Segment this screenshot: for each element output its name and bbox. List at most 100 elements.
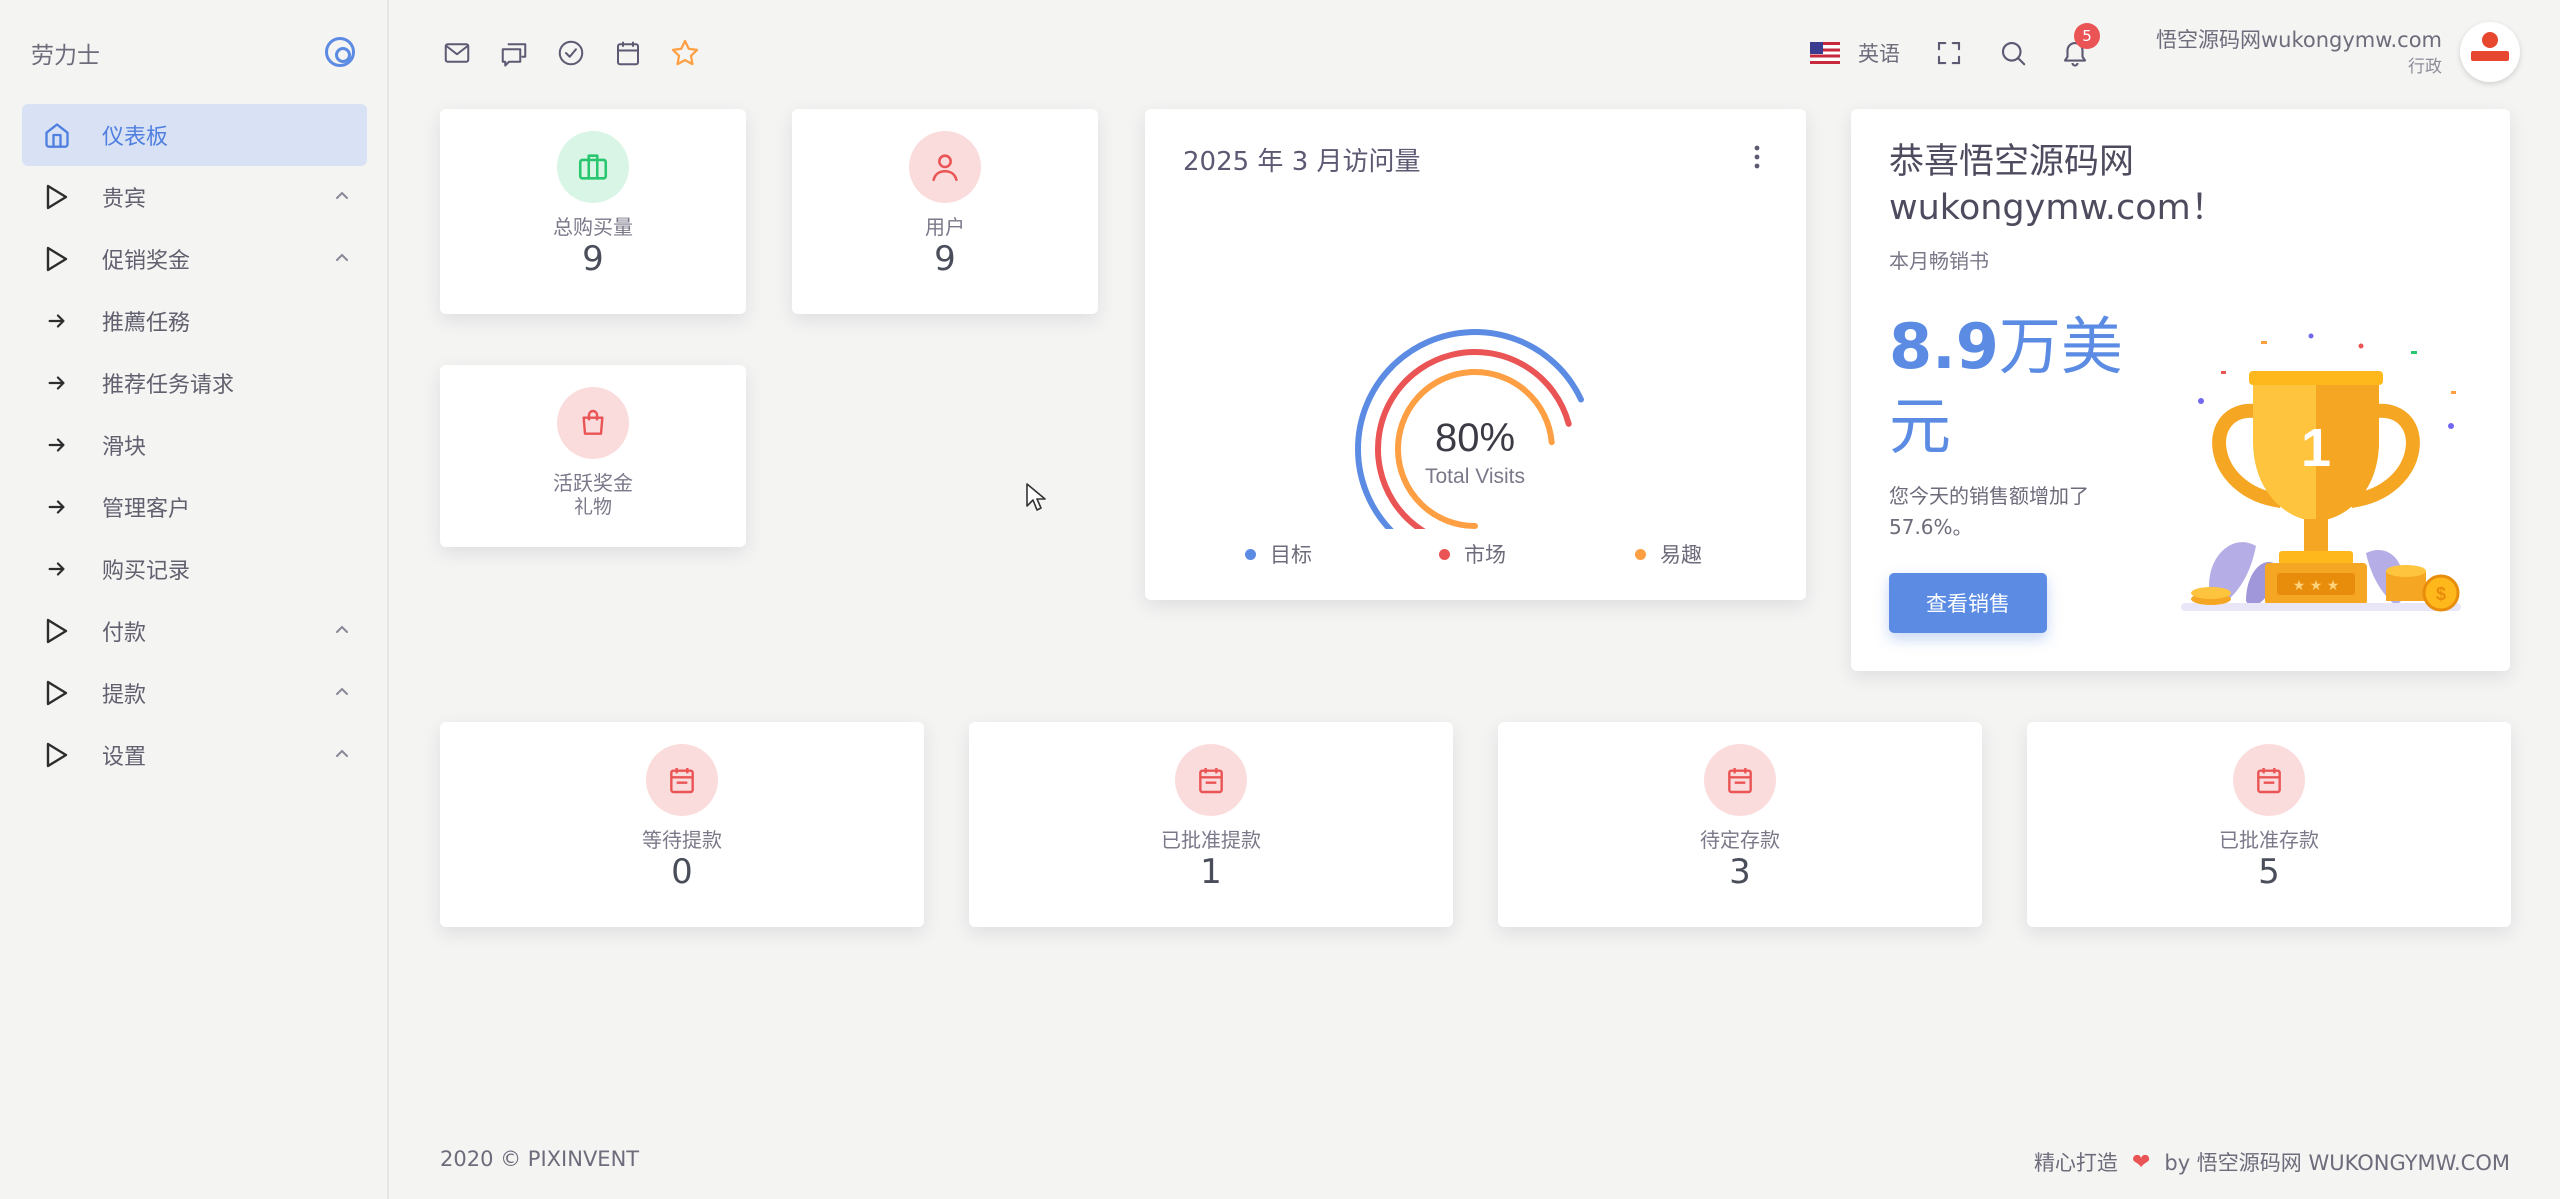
star-icon[interactable] — [668, 36, 702, 70]
chevron-up-icon — [336, 625, 348, 633]
language-selector[interactable]: 英语 — [1810, 38, 1900, 68]
footer-credit-suffix: by 悟空源码网 WUKONGYMW.COM — [2164, 1151, 2510, 1175]
stat-label: 待定存款 — [1700, 828, 1780, 852]
sidebar-item-withdrawal[interactable]: 提款 — [22, 662, 367, 724]
legend-label: 市场 — [1464, 543, 1506, 567]
heart-icon: ❤ — [2131, 1149, 2151, 1175]
chevron-up-icon — [336, 191, 348, 199]
stat-icon-bg — [909, 131, 981, 203]
stat-card-approved-deposits: 已批准存款 5 — [2027, 722, 2511, 927]
sidebar-item-slider[interactable]: 滑块 — [22, 414, 367, 476]
stat-card-active-bonus: 活跃奖金 礼物 — [440, 365, 746, 547]
calendar-icon — [670, 768, 694, 794]
sales-amount-number: 8.9 — [1889, 310, 1999, 383]
notification-badge: 5 — [2074, 23, 2100, 49]
radial-bar-0 — [1355, 329, 1585, 529]
congrats-subtitle: 本月畅销书 — [1889, 249, 1989, 273]
sales-amount: 8.9万美元 — [1889, 307, 2169, 467]
congrats-card: 恭喜悟空源码网 wukongymw.com！ 本月畅销书 8.9万美元 您今天的… — [1851, 109, 2510, 671]
congrats-title-line2: wukongymw.com！ — [1889, 188, 2226, 228]
stat-value: 9 — [582, 239, 604, 279]
sidebar-item-payment[interactable]: 付款 — [22, 600, 367, 662]
mail-icon[interactable] — [440, 36, 474, 70]
trophy-illustration: 1 ★ ★ ★ $ — [2181, 333, 2461, 612]
user-name[interactable]: 悟空源码网wukongymw.com — [2155, 28, 2442, 52]
svg-text:$: $ — [2436, 584, 2446, 604]
legend-item-ebay: 易趣 — [1635, 539, 1702, 569]
stat-icon-bg — [1175, 744, 1247, 816]
view-sales-button[interactable]: 查看销售 — [1889, 573, 2047, 633]
sidebar-item-dashboard[interactable]: 仪表板 — [22, 104, 367, 166]
check-circle-icon[interactable] — [554, 36, 588, 70]
stat-card-approved-withdrawals: 已批准提款 1 — [969, 722, 1453, 927]
sidebar-item-manage-customers[interactable]: 管理客户 — [22, 476, 367, 538]
arrow-right-icon — [42, 492, 72, 522]
sidebar: 劳力士 仪表板 贵宾 促销奖金 推薦任務 — [0, 0, 389, 1199]
sidebar-item-referral-tasks[interactable]: 推薦任務 — [22, 290, 367, 352]
sidebar-item-label: 贵宾 — [102, 187, 147, 212]
fullscreen-icon[interactable] — [1932, 36, 1966, 70]
legend-label: 易趣 — [1660, 543, 1702, 567]
stat-value: 9 — [934, 239, 956, 279]
sidebar-item-promo-bonus[interactable]: 促销奖金 — [22, 228, 367, 290]
arrow-right-icon — [42, 430, 72, 460]
chevron-up-icon — [336, 687, 348, 695]
stat-label: 已批准存款 — [2219, 828, 2319, 852]
calendar-icon[interactable] — [611, 36, 645, 70]
congrats-title-line1: 恭喜悟空源码网 — [1889, 142, 2135, 182]
calendar-icon — [1199, 768, 1223, 794]
search-icon[interactable] — [1996, 36, 2030, 70]
chart-title: 2025 年 3 月访问量 — [1183, 147, 1421, 177]
chevron-up-icon — [336, 749, 348, 757]
sidebar-nav: 仪表板 贵宾 促销奖金 推薦任務 推荐任务请求 — [22, 104, 367, 786]
home-icon — [42, 120, 72, 150]
svg-text:★ ★ ★: ★ ★ ★ — [2293, 578, 2340, 594]
sidebar-item-vip[interactable]: 贵宾 — [22, 166, 367, 228]
sidebar-item-label: 仪表板 — [102, 125, 169, 150]
sidebar-toggle-icon[interactable] — [325, 37, 355, 67]
stat-label: 等待提款 — [642, 828, 722, 852]
radial-bar-1 — [1375, 349, 1572, 529]
stat-card-pending-withdrawals: 等待提款 0 — [440, 722, 924, 927]
footer-credit: 精心打造 ❤ by 悟空源码网 WUKONGYMW.COM — [2034, 1147, 2510, 1177]
stat-card-users: 用户 9 — [792, 109, 1098, 314]
briefcase-icon — [578, 154, 608, 180]
chat-icon[interactable] — [497, 36, 531, 70]
more-vertical-icon[interactable] — [1754, 145, 1760, 169]
stat-value: 3 — [1729, 852, 1751, 892]
play-icon — [42, 740, 72, 770]
play-icon — [42, 678, 72, 708]
footer-credit-prefix: 精心打造 — [2033, 1151, 2118, 1175]
play-icon — [42, 616, 72, 646]
sidebar-item-label: 推荐任务请求 — [102, 373, 235, 398]
us-flag-icon — [1810, 42, 1840, 64]
stat-value: 0 — [671, 852, 693, 892]
arrow-right-icon — [42, 306, 72, 336]
avatar-logo-icon — [2465, 27, 2515, 77]
calendar-icon — [1728, 768, 1752, 794]
stat-label: 已批准提款 — [1161, 828, 1261, 852]
stat-value: 5 — [2258, 852, 2280, 892]
stat-icon-bg — [1704, 744, 1776, 816]
radial-bar-2 — [1395, 369, 1555, 529]
brand-name[interactable]: 劳力士 — [31, 43, 100, 69]
sidebar-item-label: 滑块 — [102, 435, 147, 460]
sidebar-item-referral-requests[interactable]: 推荐任务请求 — [22, 352, 367, 414]
legend-item-target: 目标 — [1245, 539, 1312, 569]
sales-amount-unit: 万美元 — [1889, 310, 2123, 463]
stat-icon-bg — [646, 744, 718, 816]
sidebar-item-label: 付款 — [102, 621, 147, 646]
sidebar-item-purchase-history[interactable]: 购买记录 — [22, 538, 367, 600]
svg-text:1: 1 — [2301, 418, 2331, 478]
shopping-bag-icon — [582, 409, 604, 435]
avatar[interactable] — [2460, 22, 2520, 82]
sidebar-item-label: 提款 — [102, 683, 147, 708]
chevron-up-icon — [336, 253, 348, 261]
stat-value: 礼物 — [573, 496, 612, 518]
sidebar-item-label: 促销奖金 — [102, 249, 191, 274]
sidebar-item-settings[interactable]: 设置 — [22, 724, 367, 786]
stat-icon-bg — [2233, 744, 2305, 816]
stat-card-pending-deposits: 待定存款 3 — [1498, 722, 1982, 927]
arrow-right-icon — [42, 554, 72, 584]
stat-label: 总购买量 — [553, 215, 633, 239]
